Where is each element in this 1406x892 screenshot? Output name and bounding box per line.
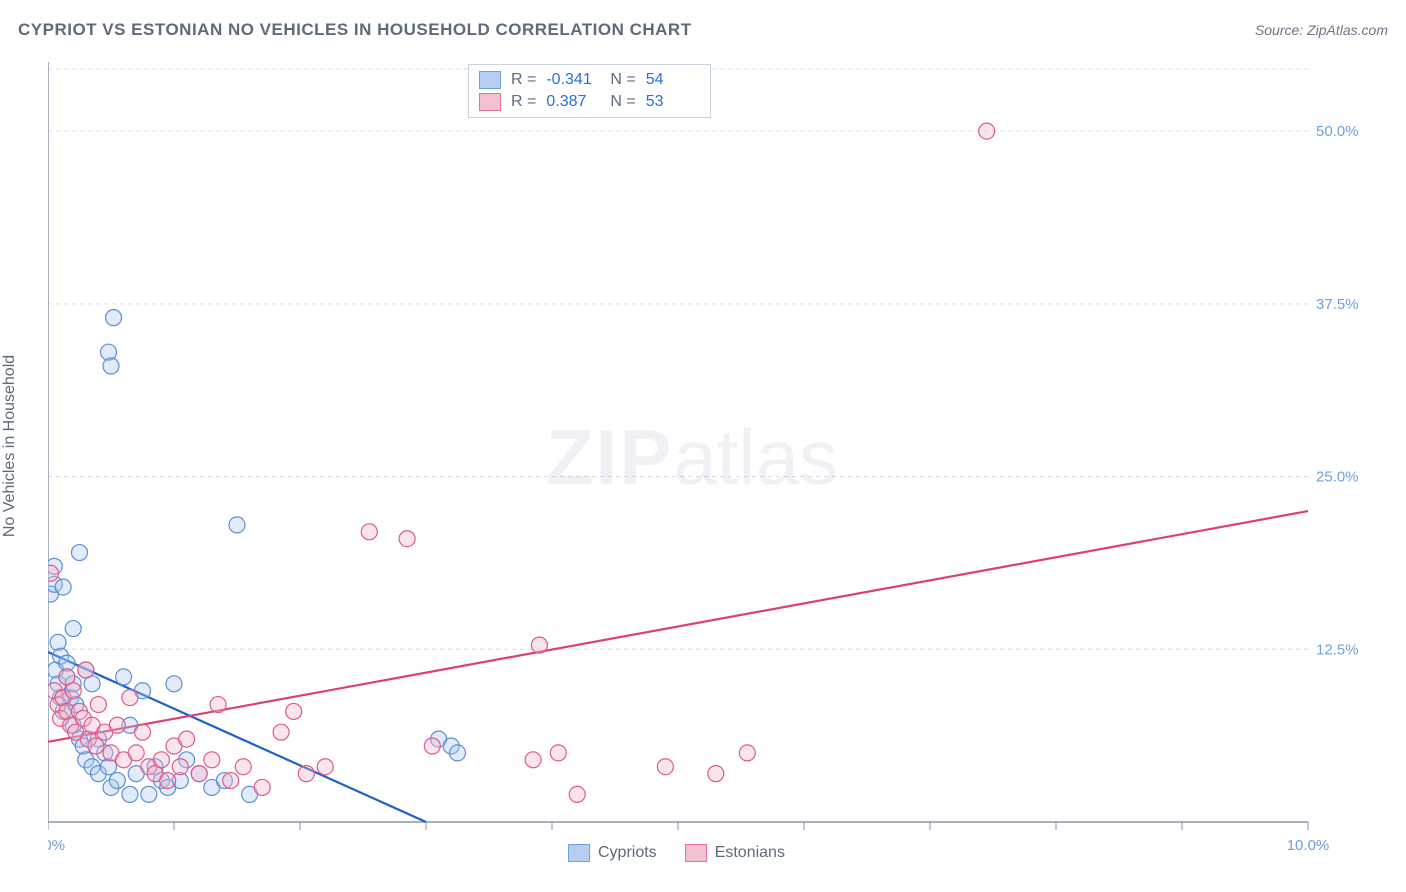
data-point-estonians xyxy=(210,697,226,713)
data-point-estonians xyxy=(708,766,724,782)
data-point-cypriots xyxy=(450,745,466,761)
source-prefix: Source: xyxy=(1255,22,1307,38)
data-point-cypriots xyxy=(106,310,122,326)
scatter-chart: 0.0% 10.0% 12.5% 25.0% 37.5% 50.0% xyxy=(48,62,1376,872)
bottom-legend-item: Cypriots xyxy=(568,844,657,862)
stat-r-value: 0.387 xyxy=(546,93,600,111)
data-point-estonians xyxy=(109,717,125,733)
data-point-cypriots xyxy=(103,358,119,374)
data-point-estonians xyxy=(160,773,176,789)
data-point-estonians xyxy=(979,123,995,139)
legend-stats-box: R = -0.341 N = 54 R = 0.387 N = 53 xyxy=(468,64,711,118)
data-point-cypriots xyxy=(65,621,81,637)
data-point-estonians xyxy=(153,752,169,768)
y-tick-label: 50.0% xyxy=(1316,123,1359,140)
data-point-estonians xyxy=(48,565,59,581)
legend-label: Estonians xyxy=(715,844,785,862)
stat-n-value: 54 xyxy=(646,71,700,89)
data-point-cypriots xyxy=(109,773,125,789)
data-point-estonians xyxy=(361,524,377,540)
data-point-cypriots xyxy=(72,545,88,561)
data-point-estonians xyxy=(739,745,755,761)
y-tick-label: 12.5% xyxy=(1316,641,1359,658)
data-point-cypriots xyxy=(141,786,157,802)
data-point-cypriots xyxy=(229,517,245,533)
data-point-estonians xyxy=(531,637,547,653)
data-point-estonians xyxy=(550,745,566,761)
regression-line-estonians xyxy=(48,511,1308,742)
data-point-estonians xyxy=(424,738,440,754)
bottom-legend: Cypriots Estonians xyxy=(568,844,785,862)
data-point-estonians xyxy=(122,690,138,706)
bottom-legend-item: Estonians xyxy=(685,844,785,862)
data-point-estonians xyxy=(135,724,151,740)
stat-r-label: R = xyxy=(511,93,536,111)
legend-swatch xyxy=(685,844,707,862)
data-point-estonians xyxy=(286,703,302,719)
data-point-cypriots xyxy=(116,669,132,685)
data-point-estonians xyxy=(65,683,81,699)
data-point-estonians xyxy=(254,779,270,795)
stat-n-label: N = xyxy=(610,71,635,89)
stat-r-value: -0.341 xyxy=(546,71,600,89)
data-point-estonians xyxy=(569,786,585,802)
legend-stats-row: R = 0.387 N = 53 xyxy=(479,91,700,113)
data-point-estonians xyxy=(128,745,144,761)
data-point-estonians xyxy=(172,759,188,775)
legend-swatch xyxy=(479,71,501,89)
data-point-cypriots xyxy=(122,786,138,802)
legend-label: Cypriots xyxy=(598,844,657,862)
data-point-cypriots xyxy=(166,676,182,692)
data-point-estonians xyxy=(90,697,106,713)
data-point-estonians xyxy=(78,662,94,678)
x-tick-label: 10.0% xyxy=(1287,837,1330,854)
data-point-estonians xyxy=(179,731,195,747)
data-point-estonians xyxy=(317,759,333,775)
y-tick-label: 25.0% xyxy=(1316,469,1359,486)
data-point-cypriots xyxy=(55,579,71,595)
plot-area: 0.0%10.0%12.5%25.0%37.5%50.0% ZIPatlas R… xyxy=(48,62,1376,834)
data-point-estonians xyxy=(657,759,673,775)
source-attribution: Source: ZipAtlas.com xyxy=(1255,22,1388,38)
legend-swatch xyxy=(479,93,501,111)
stat-n-value: 53 xyxy=(646,93,700,111)
legend-swatch xyxy=(568,844,590,862)
source-link[interactable]: ZipAtlas.com xyxy=(1307,22,1388,38)
data-point-estonians xyxy=(525,752,541,768)
stat-n-label: N = xyxy=(610,93,635,111)
data-point-estonians xyxy=(399,531,415,547)
data-point-estonians xyxy=(235,759,251,775)
y-tick-label: 37.5% xyxy=(1316,296,1359,313)
stat-r-label: R = xyxy=(511,71,536,89)
x-tick-label: 0.0% xyxy=(48,837,65,854)
data-point-estonians xyxy=(204,752,220,768)
data-point-estonians xyxy=(88,738,104,754)
data-point-estonians xyxy=(298,766,314,782)
data-point-estonians xyxy=(273,724,289,740)
data-point-estonians xyxy=(191,766,207,782)
chart-title: CYPRIOT VS ESTONIAN NO VEHICLES IN HOUSE… xyxy=(18,20,692,40)
data-point-estonians xyxy=(223,773,239,789)
y-axis-label: No Vehicles in Household xyxy=(1,355,19,537)
legend-stats-row: R = -0.341 N = 54 xyxy=(479,69,700,91)
